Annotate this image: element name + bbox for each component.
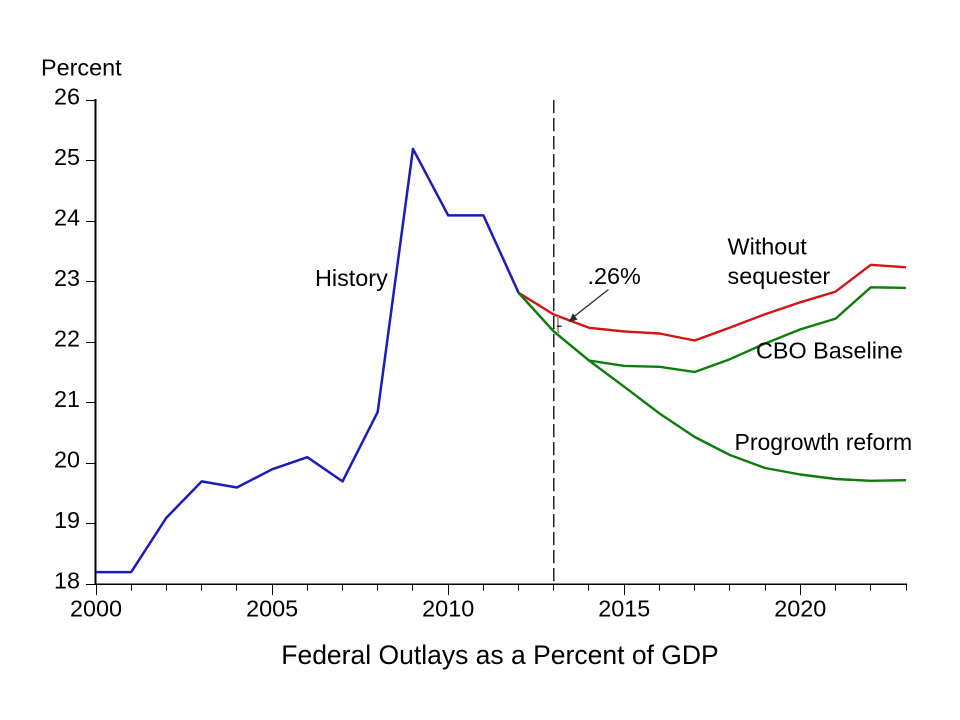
svg-text:.26%: .26% (588, 263, 641, 289)
svg-text:2010: 2010 (422, 596, 474, 622)
svg-text:2000: 2000 (70, 596, 122, 622)
svg-text:2020: 2020 (774, 596, 826, 622)
svg-text:Progrowth reform: Progrowth reform (735, 429, 913, 455)
svg-text:CBO Baseline: CBO Baseline (756, 338, 903, 364)
svg-text:Federal Outlays as a Percent o: Federal Outlays as a Percent of GDP (281, 640, 718, 670)
svg-text:18: 18 (54, 567, 80, 593)
svg-text:sequester: sequester (728, 263, 831, 289)
svg-text:26: 26 (54, 84, 80, 110)
svg-text:20: 20 (54, 447, 80, 473)
svg-text:Without: Without (728, 234, 808, 260)
svg-text:2005: 2005 (246, 596, 298, 622)
svg-text:19: 19 (54, 507, 80, 533)
svg-text:2015: 2015 (598, 596, 650, 622)
svg-text:Percent: Percent (41, 54, 122, 80)
svg-text:21: 21 (54, 386, 80, 412)
svg-text:22: 22 (54, 326, 80, 352)
svg-text:24: 24 (54, 205, 80, 231)
svg-text:25: 25 (54, 144, 80, 170)
svg-text:History: History (315, 265, 388, 291)
svg-text:23: 23 (54, 265, 80, 291)
